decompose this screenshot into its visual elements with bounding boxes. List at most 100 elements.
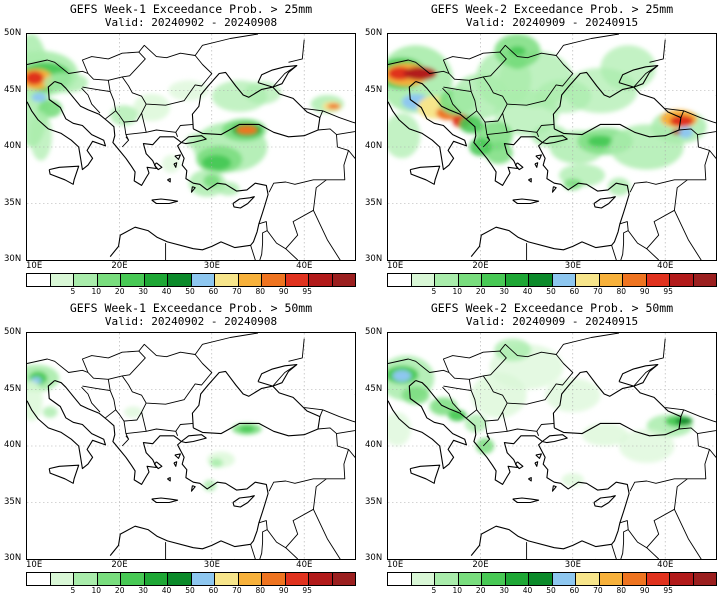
country-borders bbox=[388, 34, 716, 260]
latitude-label: 50N bbox=[365, 327, 383, 337]
latitude-label: 40N bbox=[365, 141, 383, 151]
latitude-label: 50N bbox=[365, 28, 383, 38]
longitude-label: 10E bbox=[26, 560, 43, 570]
coastlines bbox=[388, 65, 716, 260]
colorbar-swatch bbox=[693, 274, 716, 286]
longitude-label: 30E bbox=[564, 261, 581, 271]
colorbar-tick-label: 30 bbox=[138, 287, 148, 296]
colorbar-swatch bbox=[599, 573, 623, 585]
map-canvas bbox=[388, 333, 716, 559]
colorbar-swatch bbox=[309, 274, 333, 286]
longitude-label: 20E bbox=[111, 560, 128, 570]
colorbar-tick-label: 70 bbox=[593, 586, 603, 595]
colorbar-tick-label: 60 bbox=[569, 287, 580, 296]
colorbar-swatch bbox=[97, 274, 121, 286]
probability-contour bbox=[168, 80, 209, 101]
probability-contour bbox=[401, 386, 430, 405]
colorbar-tick-label: 70 bbox=[232, 287, 242, 296]
colorbar-tick-label: 30 bbox=[138, 586, 148, 595]
probability-contour bbox=[563, 178, 582, 190]
graticule bbox=[27, 333, 355, 559]
colorbar-tick-label: 90 bbox=[639, 586, 650, 595]
colorbar-swatch bbox=[238, 573, 262, 585]
latitude-label: 30N bbox=[365, 553, 383, 563]
probability-contour bbox=[582, 423, 629, 446]
latitude-label: 35N bbox=[4, 496, 22, 507]
country-borders bbox=[27, 34, 355, 260]
longitude-label: 40E bbox=[657, 261, 674, 271]
panel-title: GEFS Week-2 Exceedance Prob. > 50mm bbox=[430, 301, 674, 315]
colorbar-swatch bbox=[50, 573, 74, 585]
colorbar-tick-label: 90 bbox=[278, 287, 289, 296]
probability-contour bbox=[600, 45, 656, 91]
probability-contour bbox=[403, 66, 437, 81]
latitude-label: 30N bbox=[365, 254, 383, 264]
probability-field bbox=[27, 34, 344, 197]
panel-title: GEFS Week-2 Exceedance Prob. > 25mm bbox=[430, 2, 674, 16]
probability-contour bbox=[31, 92, 47, 102]
colorbar-tick-label: 70 bbox=[232, 586, 242, 595]
colorbar-tick-label: 95 bbox=[302, 287, 312, 296]
latitude-label: 40N bbox=[365, 440, 383, 450]
map-area bbox=[387, 33, 717, 261]
latitude-label: 50N bbox=[4, 327, 22, 337]
country-borders bbox=[388, 333, 716, 559]
latitude-label: 30N bbox=[4, 553, 22, 563]
probability-contour bbox=[388, 113, 421, 159]
probability-contour bbox=[29, 110, 52, 161]
map-panel-week2-25mm: GEFS Week-2 Exceedance Prob. > 25mm Vali… bbox=[361, 0, 722, 299]
longitude-label: 10E bbox=[387, 560, 404, 570]
colorbar-swatch bbox=[670, 274, 694, 286]
probability-field bbox=[388, 34, 707, 196]
colorbar-swatch bbox=[388, 573, 412, 585]
colorbar-tick-label: 50 bbox=[185, 287, 195, 296]
colorbar-swatch bbox=[646, 274, 670, 286]
map-area bbox=[26, 33, 356, 261]
colorbar-swatch bbox=[238, 274, 262, 286]
colorbar-swatch bbox=[215, 573, 239, 585]
colorbar-swatch bbox=[388, 274, 412, 286]
latitude-label: 40N bbox=[4, 440, 22, 450]
probability-field bbox=[27, 364, 262, 492]
colorbar-swatch bbox=[576, 274, 600, 286]
probability-contour bbox=[392, 370, 412, 382]
colorbar-swatch bbox=[505, 274, 529, 286]
colorbar-swatch bbox=[168, 573, 192, 585]
longitude-label: 20E bbox=[472, 560, 489, 570]
colorbar-swatch bbox=[191, 274, 215, 286]
probability-contour bbox=[239, 425, 255, 433]
colorbar-swatch bbox=[623, 573, 647, 585]
colorbar-swatch bbox=[552, 274, 576, 286]
latitude-label: 50N bbox=[4, 28, 22, 38]
colorbar-swatch bbox=[121, 274, 145, 286]
longitude-label: 30E bbox=[564, 560, 581, 570]
longitude-label: 20E bbox=[111, 261, 128, 271]
colorbar-swatch bbox=[27, 274, 51, 286]
latitude-label: 35N bbox=[365, 197, 383, 208]
colorbar-tick-label: 30 bbox=[499, 287, 509, 296]
colorbar-tick-label: 5 bbox=[70, 287, 76, 296]
latitude-label: 40N bbox=[4, 141, 22, 151]
probability-contour bbox=[110, 105, 138, 126]
colorbar-tick-label: 80 bbox=[616, 586, 627, 595]
colorbar-tick-label: 30 bbox=[499, 586, 509, 595]
latitude-label: 45N bbox=[365, 84, 383, 95]
colorbar-swatch bbox=[576, 573, 600, 585]
colorbar-swatch bbox=[121, 573, 145, 585]
colorbar-swatch bbox=[529, 573, 553, 585]
colorbar-swatch bbox=[670, 573, 694, 585]
colorbar-swatch bbox=[505, 573, 529, 585]
panel-valid-dates: Valid: 20240909 - 20240915 bbox=[465, 315, 639, 328]
latitude-label: 45N bbox=[4, 84, 22, 95]
probability-contour bbox=[217, 182, 240, 196]
longitude-label: 20E bbox=[472, 261, 489, 271]
colorbar-tick-label: 40 bbox=[161, 287, 172, 296]
probability-contour bbox=[209, 458, 223, 468]
map-panel-week1-50mm: GEFS Week-1 Exceedance Prob. > 50mm Vali… bbox=[0, 299, 361, 598]
probability-contour bbox=[27, 71, 44, 85]
colorbar-tick-label: 90 bbox=[639, 287, 650, 296]
colorbar-tick-label: 60 bbox=[208, 586, 219, 595]
probability-contour bbox=[459, 115, 484, 134]
longitude-label: 30E bbox=[203, 560, 220, 570]
probability-contour bbox=[508, 55, 527, 70]
